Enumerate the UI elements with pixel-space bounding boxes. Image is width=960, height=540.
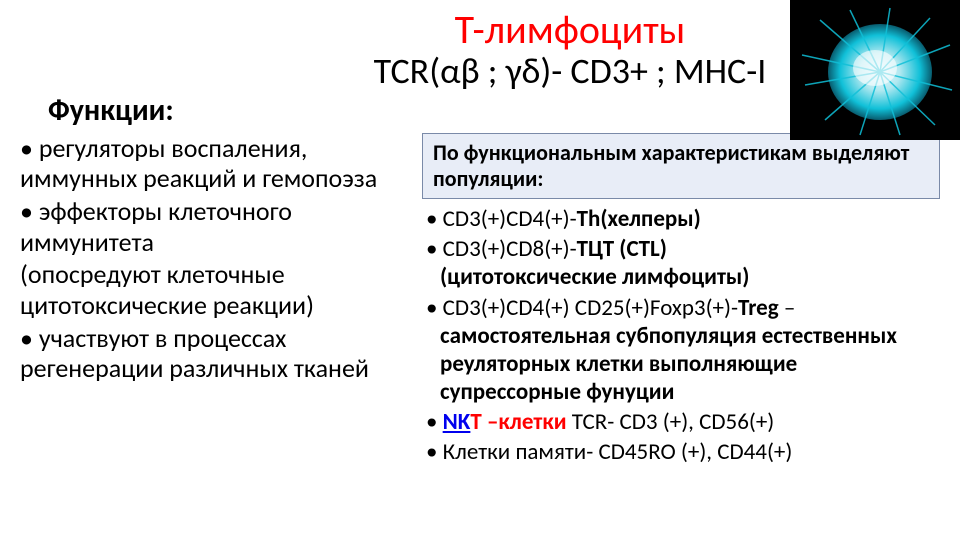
pop-prefix: • CD3(+)CD4(+) CD25(+)Foxp3(+)-: [426, 294, 738, 322]
population-item: • NKT –клетки TCR- CD3 (+), CD56(+): [422, 408, 940, 436]
slide-container: Т-лимфоциты TCR(αβ ; γδ)- CD3+ ; MHC-I Ф…: [0, 0, 960, 540]
pop-desc: (цитотоксические лимфоциты): [440, 263, 940, 291]
functions-column: • регуляторы воспаления, иммунных реакци…: [20, 133, 410, 468]
function-item: • эффекторы клеточного иммунитета: [20, 196, 410, 257]
pop-prefix: • CD3(+)CD4(+)-: [426, 205, 577, 233]
population-item: • CD3(+)CD4(+)-Th(хелперы): [422, 205, 940, 233]
population-item: • CD3(+)CD8(+)-ТЦТ (СTL) (цитотоксически…: [422, 235, 940, 291]
population-item: • Клетки памяти- CD45RO (+), CD44(+): [422, 438, 940, 466]
pop-name: Th(хелперы): [577, 205, 701, 233]
bullet: •: [426, 408, 443, 436]
pop-dash: –: [779, 294, 796, 322]
function-item: • регуляторы воспаления, иммунных реакци…: [20, 133, 410, 194]
population-item: • CD3(+)CD4(+) CD25(+)Foxp3(+)-Treg – са…: [422, 294, 940, 406]
nk-link[interactable]: NK: [443, 408, 471, 436]
pop-rest: TCR- CD3 (+), CD56(+): [567, 408, 775, 436]
cell-microscopy-image: [790, 0, 960, 140]
pop-redtext: T –клетки: [470, 408, 566, 436]
populations-header-box: По функциональным характеристикам выделя…: [422, 133, 940, 200]
pop-name: ТЦТ (СTL): [577, 235, 667, 263]
function-item: (опосредуют клеточные цитотоксические ре…: [20, 259, 410, 320]
populations-column: По функциональным характеристикам выделя…: [422, 133, 940, 468]
pop-prefix: • CD3(+)CD8(+)-: [426, 235, 577, 263]
function-item: • участвуют в процессах регенерации разл…: [20, 323, 410, 384]
pop-name: Treg: [738, 294, 779, 322]
content-columns: • регуляторы воспаления, иммунных реакци…: [20, 133, 940, 468]
pop-desc: самостоятельная субпопуляция естественны…: [440, 322, 897, 406]
